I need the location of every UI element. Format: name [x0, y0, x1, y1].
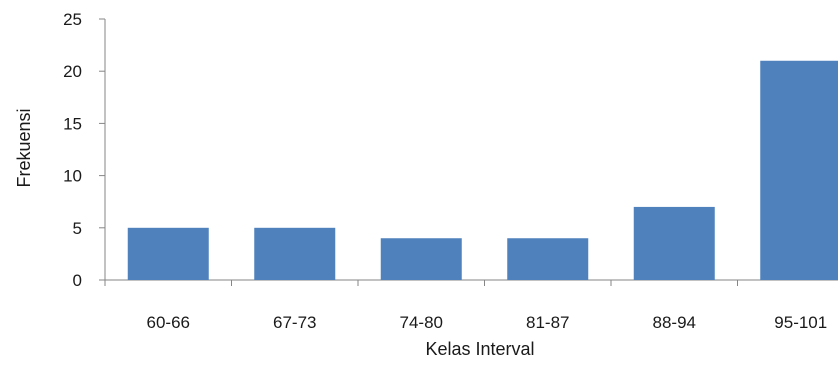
y-tick-label: 15 — [63, 114, 82, 133]
x-axis-title: Kelas Interval — [425, 339, 534, 359]
bar-67-73 — [254, 227, 336, 280]
bar-74-80 — [380, 238, 462, 280]
bar-81-87 — [507, 238, 589, 280]
x-tick-label: 88-94 — [653, 313, 696, 332]
x-tick-label: 95-101 — [774, 313, 827, 332]
chart-axes — [99, 18, 838, 286]
y-tick-labels: 0 5 10 15 20 25 — [63, 10, 82, 290]
y-axis-title: Frekuensi — [14, 108, 34, 187]
y-tick-label: 5 — [73, 219, 82, 238]
bar-88-94 — [633, 206, 715, 280]
x-tick-label: 60-66 — [147, 313, 190, 332]
y-tick-label: 20 — [63, 62, 82, 81]
x-tick-label: 74-80 — [400, 313, 443, 332]
y-tick-label: 25 — [63, 10, 82, 29]
bar-95-101 — [760, 60, 838, 281]
chart-bars — [127, 60, 838, 281]
x-tick-labels: 60-66 67-73 74-80 81-87 88-94 95-101 — [147, 313, 828, 332]
x-tick-label: 67-73 — [273, 313, 316, 332]
bar-60-66 — [127, 227, 209, 280]
y-tick-label: 10 — [63, 167, 82, 186]
x-tick-label: 81-87 — [526, 313, 569, 332]
y-tick-label: 0 — [73, 271, 82, 290]
